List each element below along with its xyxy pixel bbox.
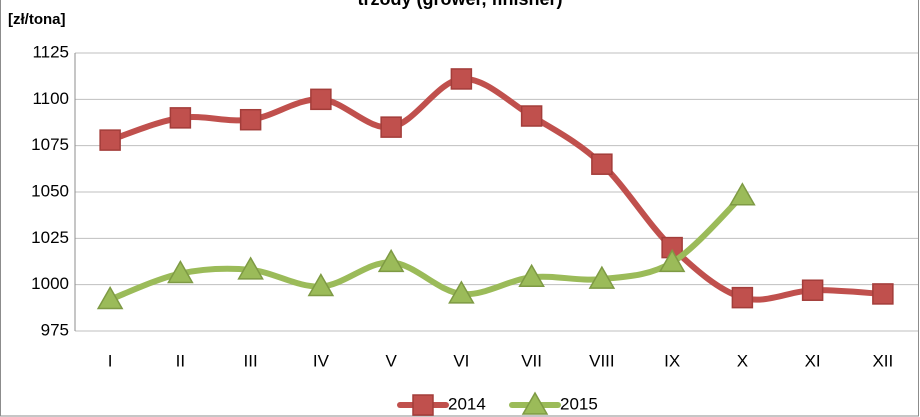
marker (588, 265, 616, 289)
marker (99, 129, 121, 151)
marker (448, 280, 475, 304)
series (99, 68, 894, 309)
marker (377, 248, 405, 273)
y-tick-label: 1000 (31, 274, 69, 293)
marker (96, 285, 124, 310)
marker (307, 273, 335, 297)
series-line (107, 192, 746, 303)
x-tick-label: III (244, 351, 258, 370)
marker (518, 263, 545, 288)
x-tick-label: II (176, 351, 185, 370)
marker (801, 279, 824, 301)
marker (239, 108, 262, 131)
x-tick-label: VII (521, 351, 542, 370)
y-tick-label: 1050 (31, 181, 69, 200)
y-tick-label: 1125 (32, 42, 69, 61)
marker (729, 182, 756, 206)
x-tick-label: XI (805, 351, 821, 370)
x-tick-label: IX (664, 351, 680, 370)
marker (520, 105, 543, 127)
legend-label: 2014 (448, 394, 486, 413)
marker (167, 260, 194, 284)
series (96, 182, 756, 310)
marker (658, 248, 686, 273)
marker (380, 116, 402, 138)
y-tick-label: 1100 (32, 89, 69, 108)
marker (521, 391, 549, 415)
x-tick-label: X (737, 351, 748, 370)
x-tick-label: XII (872, 351, 893, 370)
x-tick-label: I (108, 351, 113, 370)
x-tick-label: IV (313, 351, 330, 370)
marker (237, 256, 264, 280)
marker (310, 88, 332, 111)
y-tick-label: 1025 (31, 228, 69, 247)
x-tick-label: V (385, 351, 397, 370)
marker (450, 68, 473, 90)
marker (169, 107, 192, 129)
legend-item: 2014 (397, 394, 486, 416)
marker (731, 286, 754, 309)
y-tick-label: 1075 (31, 135, 69, 154)
y-tick-label: 975 (41, 320, 69, 339)
chart-title: trzody (grower, finisher) (357, 0, 562, 9)
marker (872, 283, 894, 305)
x-tick-label: VIII (589, 351, 615, 370)
legend-item: 2015 (509, 391, 598, 415)
x-tick-label: VI (453, 351, 469, 370)
y-axis-label: [zł/tona] (8, 11, 66, 28)
legend-label: 2015 (560, 394, 598, 413)
marker (412, 394, 434, 416)
marker (591, 153, 613, 175)
